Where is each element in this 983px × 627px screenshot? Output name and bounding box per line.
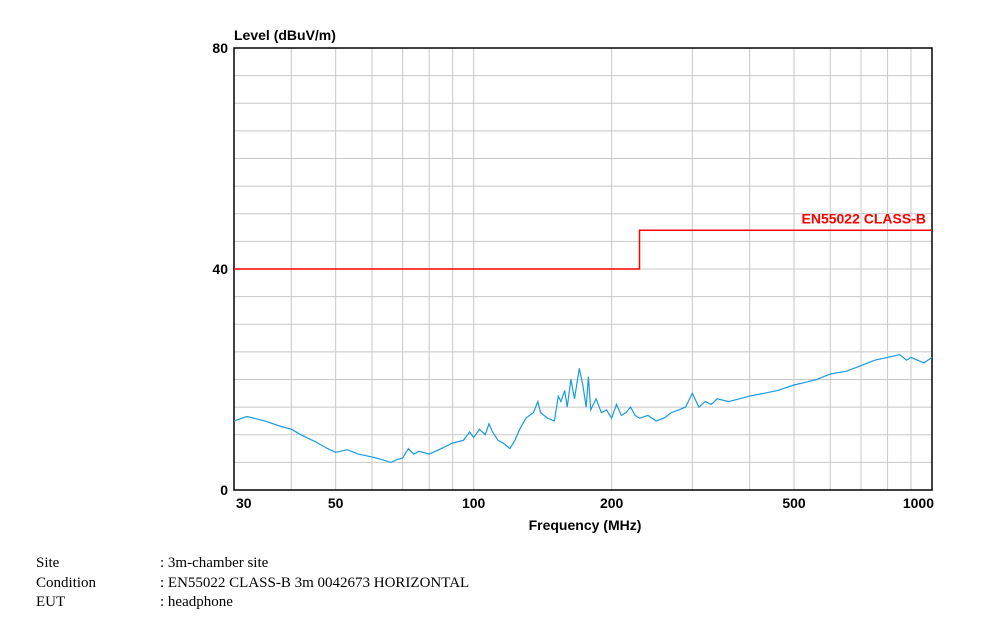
condition-row: Condition : EN55022 CLASS-B 3m 0042673 HO… <box>36 575 469 592</box>
x-tick-label: 200 <box>600 495 624 511</box>
x-tick-label: 100 <box>462 495 486 511</box>
eut-value: : headphone <box>160 594 233 610</box>
y-tick-label: 40 <box>212 261 228 277</box>
x-tick-label: 50 <box>328 495 344 511</box>
y-tick-labels: 0 40 80 <box>212 40 228 498</box>
limit-line <box>234 229 932 270</box>
y-axis-label: Level (dBuV/m) <box>234 27 336 43</box>
plot-area: EN55022 CLASS-B <box>233 210 933 464</box>
eut-row: EUT : headphone <box>36 594 233 611</box>
chart-grid <box>233 47 933 491</box>
emission-chart: EN55022 CLASS-B Level (dBuV/m) Frequency… <box>212 27 934 533</box>
eut-label: EUT <box>36 594 66 610</box>
y-tick-label: 80 <box>212 40 228 56</box>
condition-value: : EN55022 CLASS-B 3m 0042673 HORIZONTAL <box>160 575 470 591</box>
condition-label: Condition <box>36 575 97 591</box>
x-tick-label: 1000 <box>903 495 934 511</box>
x-tick-labels: 30 50 100 200 500 1000 <box>236 495 934 511</box>
site-label: Site <box>36 555 60 571</box>
site-value: : 3m-chamber site <box>160 555 269 571</box>
limit-line-label: EN55022 CLASS-B <box>802 210 927 226</box>
x-tick-label: 500 <box>782 495 806 511</box>
site-row: Site : 3m-chamber site <box>36 555 268 572</box>
emission-trace <box>233 353 933 464</box>
x-axis-label: Frequency (MHz) <box>529 517 642 533</box>
y-tick-label: 0 <box>220 482 228 498</box>
x-tick-label: 30 <box>236 495 252 511</box>
